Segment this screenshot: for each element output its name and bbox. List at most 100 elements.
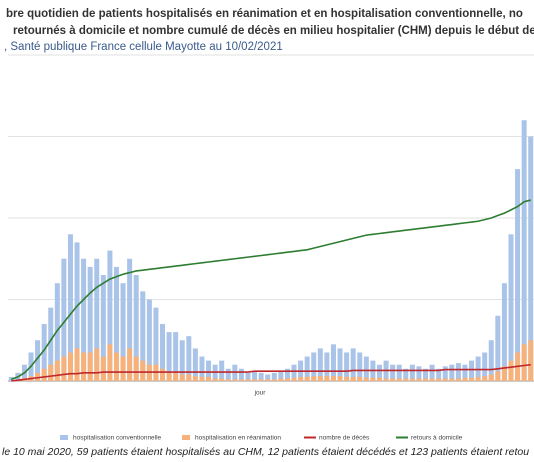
- bar: [416, 378, 422, 381]
- bar: [455, 363, 461, 381]
- bar: [469, 360, 475, 381]
- bar: [482, 352, 488, 381]
- bar: [252, 371, 258, 381]
- bar: [475, 376, 481, 381]
- bar: [317, 376, 323, 381]
- bar: [515, 169, 521, 381]
- bar: [265, 379, 271, 381]
- bar: [436, 368, 442, 381]
- bar: [179, 374, 185, 381]
- bar: [113, 266, 119, 381]
- bar: [376, 377, 382, 381]
- bar: [206, 360, 212, 381]
- bar: [330, 376, 336, 381]
- bar: [113, 352, 119, 381]
- legend-swatch: [182, 435, 190, 440]
- bar: [488, 340, 494, 381]
- bar: [232, 364, 238, 381]
- bar: [133, 275, 139, 381]
- bar: [501, 283, 507, 381]
- bar: [508, 360, 514, 381]
- bar: [100, 275, 106, 381]
- bar: [146, 299, 152, 381]
- title-line: , Santé publique France cellule Mayotte …: [4, 41, 283, 53]
- bar: [304, 376, 310, 381]
- bar: [232, 379, 238, 381]
- bar: [192, 348, 198, 381]
- bar: [94, 348, 100, 381]
- bar: [225, 379, 231, 381]
- bar: [212, 378, 218, 381]
- bar: [462, 377, 468, 381]
- bar: [429, 364, 435, 381]
- legend-label: hospitalisation en réanimation: [195, 435, 281, 442]
- bar: [337, 376, 343, 381]
- bar: [212, 364, 218, 381]
- bar: [48, 364, 54, 381]
- bar: [462, 364, 468, 381]
- bar: [376, 364, 382, 381]
- bar: [324, 376, 330, 381]
- bar: [278, 371, 284, 381]
- bar: [455, 378, 461, 381]
- bar: [350, 376, 356, 381]
- bar: [284, 368, 290, 381]
- bar: [449, 364, 455, 381]
- bar: [186, 374, 192, 381]
- bar: [238, 379, 244, 381]
- bar: [495, 371, 501, 381]
- bar: [48, 307, 54, 381]
- bar: [153, 364, 159, 381]
- legend-label: nombre de décès: [319, 435, 370, 442]
- bar: [61, 356, 67, 381]
- bar: [67, 234, 73, 381]
- bar: [350, 348, 356, 381]
- bar: [508, 234, 514, 381]
- bar: [423, 368, 429, 381]
- bar: [429, 378, 435, 381]
- bar: [245, 372, 251, 381]
- bar: [35, 340, 41, 381]
- bar: [74, 242, 80, 381]
- bar: [120, 283, 126, 381]
- bar: [107, 250, 113, 381]
- bar: [120, 356, 126, 381]
- bar: [41, 323, 47, 381]
- bar: [225, 368, 231, 381]
- bar: [127, 258, 133, 381]
- bar: [396, 364, 402, 381]
- bar: [81, 352, 87, 381]
- bar: [54, 283, 60, 381]
- bar: [475, 356, 481, 381]
- bar: [271, 379, 277, 381]
- bar: [67, 352, 73, 381]
- bar: [304, 356, 310, 381]
- bar: [416, 366, 422, 381]
- bar: [140, 360, 146, 381]
- bar: [153, 307, 159, 381]
- bar: [311, 352, 317, 381]
- bar: [265, 374, 271, 381]
- bar: [291, 364, 297, 381]
- bar: [357, 352, 363, 381]
- bar: [311, 376, 317, 381]
- bar: [199, 356, 205, 381]
- bar: [41, 368, 47, 381]
- bar: [495, 315, 501, 381]
- bar: [528, 136, 534, 381]
- bar: [173, 332, 179, 381]
- bar: [390, 364, 396, 381]
- bar: [284, 378, 290, 381]
- title-line: retournés à domicile et nombre cumulé de…: [13, 25, 534, 37]
- bar: [87, 266, 93, 381]
- bar: [186, 336, 192, 381]
- line: [11, 363, 531, 382]
- bar: [436, 378, 442, 381]
- bar: [357, 376, 363, 381]
- bar: [278, 378, 284, 381]
- bar: [291, 377, 297, 381]
- legend-label: hospitalisation conventionnelle: [73, 435, 162, 442]
- bar: [370, 377, 376, 381]
- bar: [337, 348, 343, 381]
- bar: [199, 376, 205, 381]
